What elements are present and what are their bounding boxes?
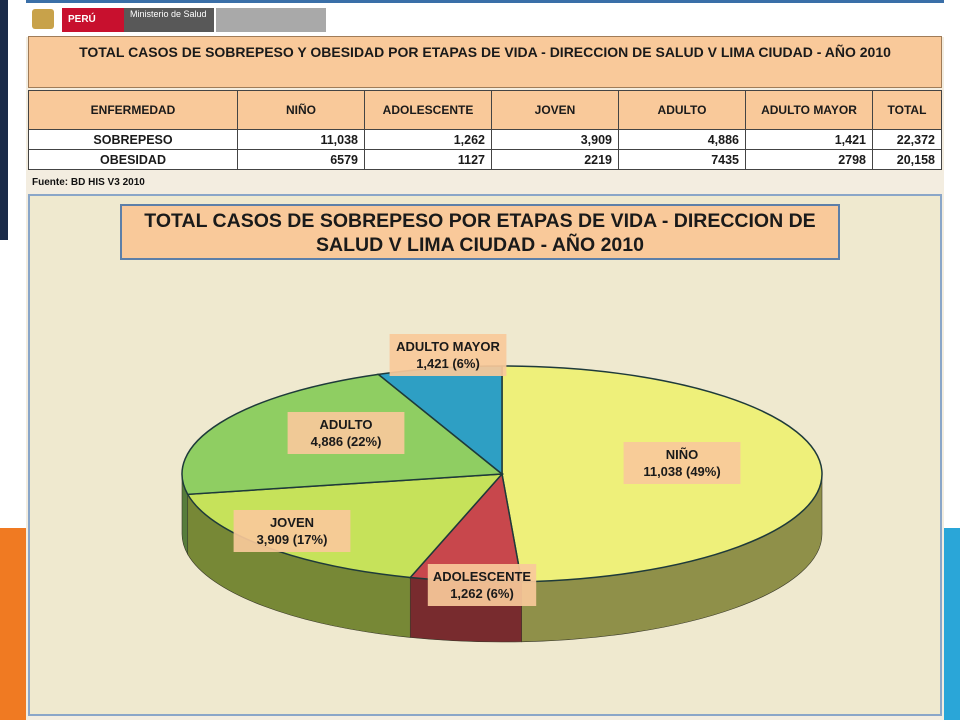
table-cell: 7435 (618, 149, 746, 170)
table-cell: 1,262 (364, 129, 492, 150)
table-row: OBESIDAD 6579 1127 2219 7435 2798 20,158 (28, 149, 942, 170)
table-row: SOBREPESO 11,038 1,262 3,909 4,886 1,421… (28, 129, 942, 150)
logo-peru: PERÚ (62, 8, 124, 32)
slice-label-box (233, 510, 351, 552)
slice-label-value: 1,262 (6%) (450, 586, 514, 601)
slice-label: NIÑO 11,038 (49%) (623, 442, 741, 484)
table-cell: 1,421 (745, 129, 873, 150)
data-table: ENFERMEDAD NIÑO ADOLESCENTE JOVEN ADULTO… (28, 90, 942, 170)
chart-title: TOTAL CASOS DE SOBREPESO POR ETAPAS DE V… (120, 204, 840, 260)
slice-label-value: 1,421 (6%) (416, 356, 480, 371)
slice-label-name: JOVEN (270, 515, 314, 530)
table-cell: 3,909 (491, 129, 619, 150)
header-bar: PERÚ Ministerio de Salud (26, 0, 944, 37)
slice-label-name: NIÑO (666, 447, 699, 462)
left-edge-bar (0, 0, 8, 240)
orange-accent-bar (0, 528, 26, 720)
col-header: ENFERMEDAD (28, 90, 238, 130)
slice-label-value: 11,038 (49%) (643, 464, 720, 479)
slice-label-box (623, 442, 741, 484)
slice-label-value: 4,886 (22%) (311, 434, 382, 449)
source-note: Fuente: BD HIS V3 2010 (32, 177, 145, 188)
slice-label-box (287, 412, 405, 454)
logo-direction (216, 8, 326, 32)
slice-label-name: ADULTO (320, 417, 373, 432)
table-cell: 11,038 (237, 129, 365, 150)
table-cell: OBESIDAD (28, 149, 238, 170)
table-cell: 2798 (745, 149, 873, 170)
slice-label-name: ADOLESCENTE (433, 569, 532, 584)
slice-label: ADOLESCENTE 1,262 (6%) (427, 564, 537, 606)
table-cell: 4,886 (618, 129, 746, 150)
slice-label-value: 3,909 (17%) (257, 532, 328, 547)
slide: PERÚ Ministerio de Salud TOTAL CASOS DE … (26, 0, 944, 720)
chart-panel: TOTAL CASOS DE SOBREPESO POR ETAPAS DE V… (28, 194, 942, 716)
col-header: NIÑO (237, 90, 365, 130)
table-cell: 2219 (491, 149, 619, 170)
col-header: JOVEN (491, 90, 619, 130)
slice-label-box (427, 564, 537, 606)
slice-label-name: ADULTO MAYOR (396, 339, 500, 354)
table-cell: SOBREPESO (28, 129, 238, 150)
table-cell: 6579 (237, 149, 365, 170)
logo-ministry: Ministerio de Salud (124, 8, 214, 32)
col-header: ADOLESCENTE (364, 90, 492, 130)
table-title: TOTAL CASOS DE SOBREPESO Y OBESIDAD POR … (28, 36, 942, 88)
table-cell: 22,372 (872, 129, 942, 150)
table-header-row: ENFERMEDAD NIÑO ADOLESCENTE JOVEN ADULTO… (28, 90, 942, 130)
slice-label: JOVEN 3,909 (17%) (233, 510, 351, 552)
col-header: ADULTO (618, 90, 746, 130)
slice-label: ADULTO 4,886 (22%) (287, 412, 405, 454)
slice-label-box (389, 334, 507, 376)
col-header: ADULTO MAYOR (745, 90, 873, 130)
table-cell: 20,158 (872, 149, 942, 170)
coat-of-arms-icon (32, 9, 54, 29)
pie-chart: NIÑO 11,038 (49%) ADOLESCENTE 1,262 (6%) JOV… (181, 334, 823, 643)
table-cell: 1127 (364, 149, 492, 170)
col-header: TOTAL (872, 90, 942, 130)
slice-label: ADULTO MAYOR 1,421 (6%) (389, 334, 507, 376)
